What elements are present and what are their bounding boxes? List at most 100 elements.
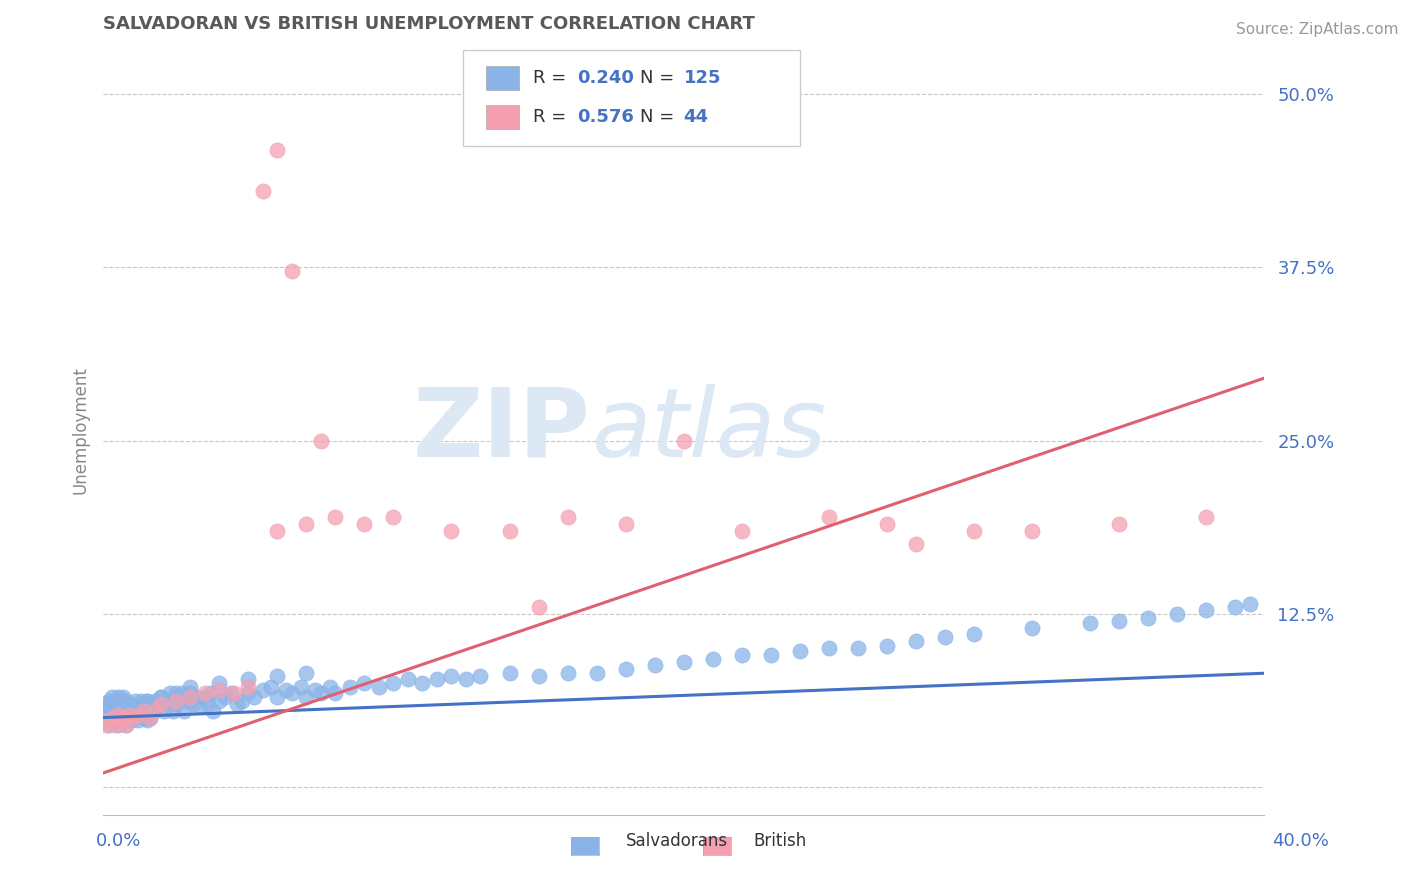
Point bbox=[101, 697, 124, 711]
Point bbox=[353, 516, 375, 531]
Point bbox=[614, 516, 637, 531]
Point bbox=[876, 639, 898, 653]
Point bbox=[731, 648, 754, 663]
Point bbox=[266, 524, 288, 538]
Point bbox=[112, 710, 135, 724]
Point bbox=[644, 657, 666, 672]
Point bbox=[1195, 509, 1218, 524]
Point bbox=[208, 694, 231, 708]
Point bbox=[266, 143, 288, 157]
Text: R =: R = bbox=[533, 108, 572, 126]
Point bbox=[382, 676, 405, 690]
Point bbox=[165, 694, 187, 708]
Text: Source: ZipAtlas.com: Source: ZipAtlas.com bbox=[1236, 22, 1399, 37]
Point bbox=[208, 676, 231, 690]
Point bbox=[94, 704, 117, 718]
Point bbox=[127, 699, 149, 714]
Point bbox=[353, 676, 375, 690]
Point bbox=[97, 717, 120, 731]
Text: R =: R = bbox=[533, 69, 572, 87]
Point bbox=[112, 690, 135, 704]
Point bbox=[238, 672, 260, 686]
Point bbox=[124, 694, 146, 708]
Point bbox=[115, 704, 138, 718]
Point bbox=[426, 672, 449, 686]
Point bbox=[121, 699, 143, 714]
Point bbox=[498, 666, 520, 681]
Point bbox=[252, 682, 274, 697]
Point bbox=[107, 690, 129, 704]
Point bbox=[219, 686, 242, 700]
Text: British: British bbox=[754, 831, 807, 849]
Point bbox=[104, 699, 127, 714]
Text: 125: 125 bbox=[683, 69, 721, 87]
Point bbox=[222, 686, 245, 700]
Point bbox=[1078, 616, 1101, 631]
Point bbox=[127, 714, 149, 728]
Text: ZIP: ZIP bbox=[413, 384, 591, 476]
Point bbox=[101, 714, 124, 728]
Point bbox=[1223, 599, 1246, 614]
Point bbox=[454, 672, 477, 686]
Point bbox=[295, 666, 318, 681]
Point bbox=[876, 516, 898, 531]
Point bbox=[225, 697, 247, 711]
Point bbox=[129, 707, 152, 722]
Point bbox=[325, 686, 347, 700]
Point bbox=[963, 524, 986, 538]
Point bbox=[585, 666, 607, 681]
Point bbox=[94, 697, 117, 711]
Point bbox=[382, 509, 405, 524]
Point bbox=[97, 699, 120, 714]
Point bbox=[1021, 524, 1043, 538]
Point bbox=[150, 697, 173, 711]
Point bbox=[141, 704, 163, 718]
Point bbox=[238, 680, 260, 694]
Point bbox=[281, 264, 304, 278]
Point bbox=[156, 694, 179, 708]
Point bbox=[309, 686, 332, 700]
Point bbox=[231, 694, 253, 708]
Point bbox=[614, 662, 637, 676]
Text: 0.240: 0.240 bbox=[576, 69, 634, 87]
Point bbox=[167, 690, 190, 704]
Point bbox=[101, 710, 124, 724]
Point bbox=[557, 509, 579, 524]
Point bbox=[118, 710, 141, 724]
Point bbox=[290, 680, 312, 694]
Point bbox=[127, 707, 149, 722]
Point bbox=[165, 686, 187, 700]
Point bbox=[135, 694, 157, 708]
Point bbox=[159, 686, 181, 700]
Point bbox=[94, 717, 117, 731]
Text: 44: 44 bbox=[683, 108, 709, 126]
Point bbox=[118, 707, 141, 722]
Point bbox=[1195, 602, 1218, 616]
Point bbox=[339, 680, 361, 694]
Point bbox=[104, 717, 127, 731]
Point bbox=[112, 699, 135, 714]
Point bbox=[411, 676, 433, 690]
Point bbox=[274, 682, 297, 697]
Point bbox=[145, 694, 167, 708]
Point bbox=[266, 690, 288, 704]
Text: N =: N = bbox=[640, 69, 679, 87]
Point bbox=[846, 641, 869, 656]
Point bbox=[121, 699, 143, 714]
Point bbox=[202, 704, 225, 718]
Point bbox=[904, 634, 927, 648]
Point bbox=[132, 697, 155, 711]
Point bbox=[817, 641, 839, 656]
Text: 0.0%: 0.0% bbox=[96, 831, 141, 849]
Point bbox=[187, 699, 209, 714]
Point bbox=[238, 686, 260, 700]
Point bbox=[179, 686, 201, 700]
Point bbox=[304, 682, 326, 697]
FancyBboxPatch shape bbox=[486, 66, 519, 90]
Point bbox=[963, 627, 986, 641]
Point bbox=[295, 516, 318, 531]
Point bbox=[179, 680, 201, 694]
Point bbox=[118, 697, 141, 711]
Point bbox=[138, 697, 160, 711]
Point bbox=[266, 669, 288, 683]
